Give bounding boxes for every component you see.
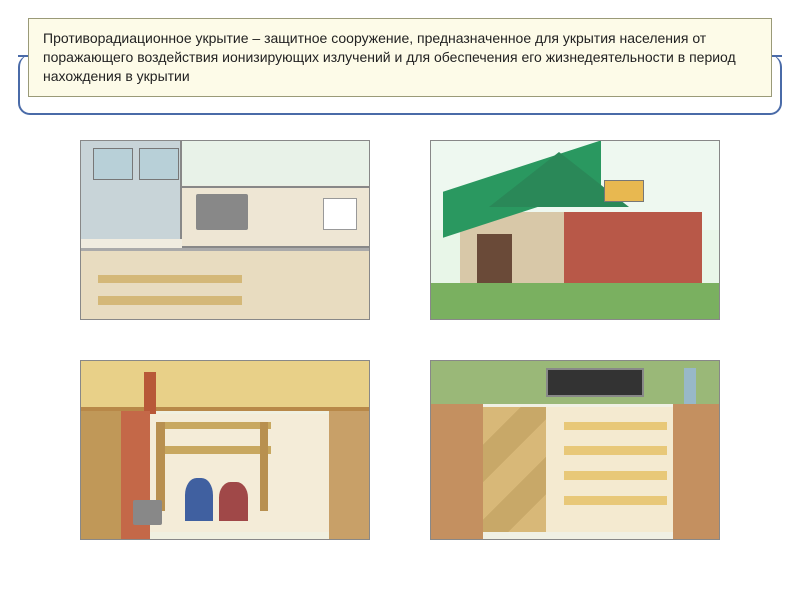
illustration-rural-house-shelter [430, 140, 720, 320]
illustration-dugout-shelter [80, 360, 370, 540]
illustration-cellar-shelter [430, 360, 720, 540]
definition-panel: Противорадиационное укрытие – защитное с… [28, 18, 772, 97]
decorative-frame-cap [772, 55, 782, 57]
illustration-basement-shelter [80, 140, 370, 320]
illustration-grid [0, 130, 800, 600]
definition-text: Противорадиационное укрытие – защитное с… [43, 30, 736, 84]
decorative-frame-cap [18, 55, 28, 57]
